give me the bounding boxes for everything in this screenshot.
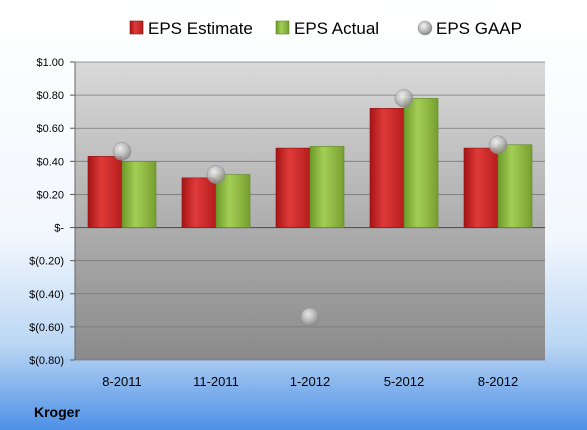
y-tick-label: $0.20 [36, 189, 64, 201]
point-eps-gaap [206, 165, 226, 184]
legend-label: EPS Actual [294, 19, 379, 38]
bar-eps-actual [121, 161, 157, 228]
company-name: Kroger [34, 404, 80, 420]
legend: EPS Estimate EPS Actual EPS GAAP [129, 19, 522, 38]
point-eps-gaap [300, 307, 320, 327]
x-tick-label: 1-2012 [290, 374, 330, 389]
bar-eps-estimate [87, 156, 123, 228]
gaap-markers [112, 89, 508, 327]
x-tick-label: 8-2012 [478, 374, 518, 389]
bar-eps-actual [403, 98, 439, 228]
point-eps-gaap [488, 135, 508, 155]
x-tick-label: 8-2011 [102, 374, 142, 389]
x-tick-label: 5-2012 [384, 374, 424, 389]
bar-eps-estimate [369, 108, 405, 228]
y-tick-label: $1.00 [36, 57, 64, 69]
legend-label: EPS Estimate [148, 19, 253, 38]
y-tick-label: $(0.40) [29, 289, 64, 301]
y-tick-label: $(0.20) [29, 256, 64, 268]
bar-eps-actual [497, 144, 533, 228]
y-tick-label: $(0.60) [29, 322, 64, 334]
y-tick-label: $0.60 [36, 123, 64, 135]
y-tick-label: $- [54, 223, 64, 235]
y-tick-label: $0.40 [36, 156, 64, 168]
x-tick-label: 11-2011 [193, 374, 239, 389]
bar-eps-estimate [463, 147, 499, 228]
legend-marker-eps-estimate [129, 20, 144, 35]
point-eps-gaap [394, 89, 414, 108]
bar-eps-estimate [181, 177, 217, 228]
bar-eps-estimate [275, 147, 311, 228]
bar-eps-actual [309, 146, 345, 228]
bars [87, 98, 533, 228]
x-axis-ticks: 8-2011 11-2011 1-2012 5-2012 8-2012 [102, 374, 518, 389]
legend-marker-eps-gaap [417, 20, 433, 36]
point-eps-gaap [112, 142, 132, 161]
legend-label: EPS GAAP [436, 19, 522, 38]
y-axis-ticks: $1.00 $0.80 $0.60 $0.40 $0.20 $- $(0.20) $(0.40… [29, 57, 64, 367]
legend-marker-eps-actual [275, 20, 290, 35]
y-tick-label: $0.80 [36, 90, 64, 102]
bar-eps-actual [215, 174, 251, 228]
y-tick-label: $(0.80) [29, 355, 64, 367]
